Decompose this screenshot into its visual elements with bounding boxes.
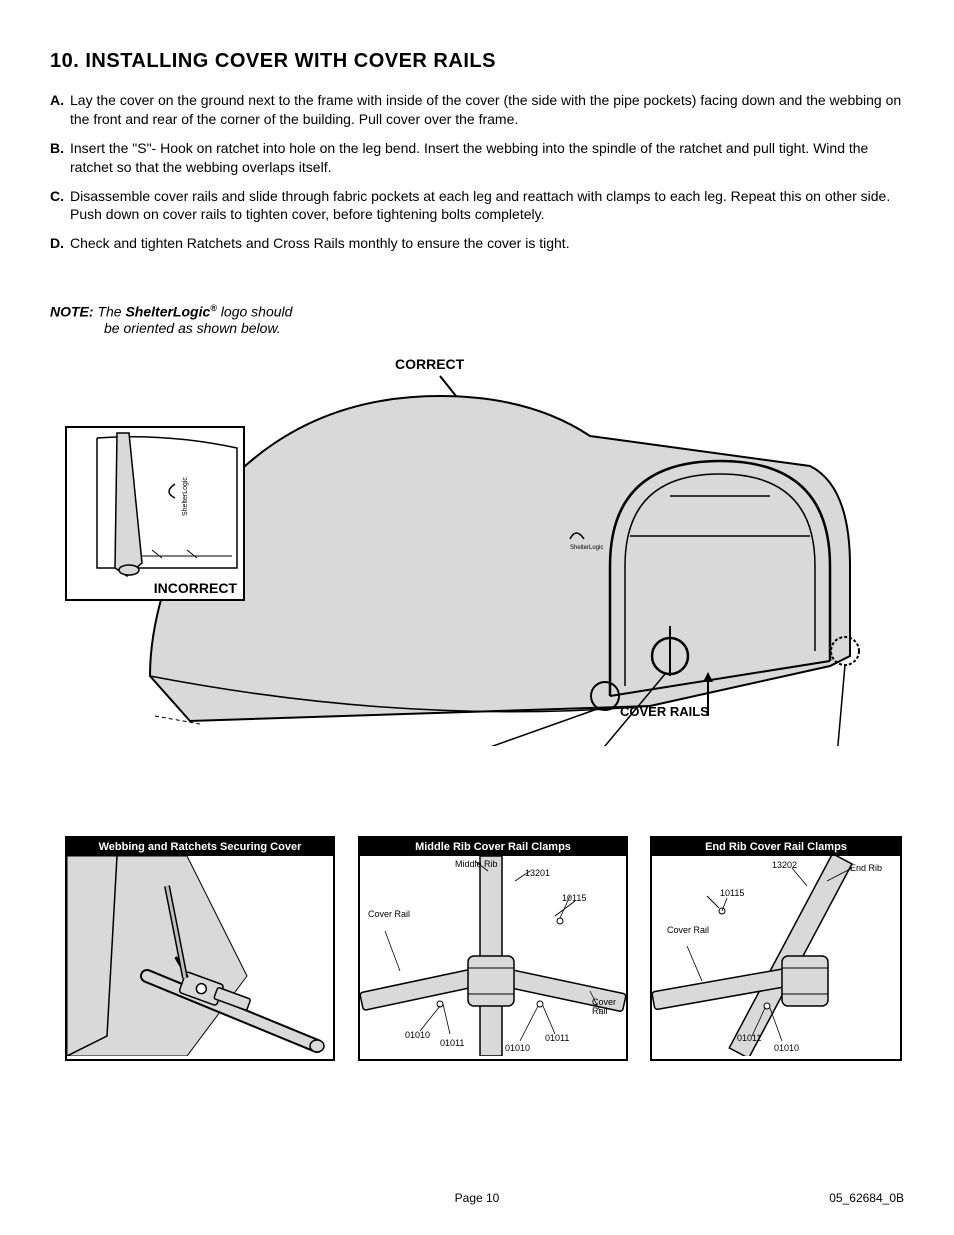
part-label: 01011 xyxy=(545,1033,569,1043)
step-text: Check and tighten Ratchets and Cross Rai… xyxy=(70,235,570,251)
end-rib-title: End Rib Cover Rail Clamps xyxy=(652,838,900,856)
note-prefix: NOTE: xyxy=(50,304,94,320)
middle-rib-detail: Middle Rib Cover Rail Clamps xyxy=(358,836,628,1061)
step-c: C. Disassemble cover rails and slide thr… xyxy=(50,187,904,225)
part-label: 01010 xyxy=(774,1043,799,1053)
part-label: 01011 xyxy=(440,1038,464,1048)
step-text: Disassemble cover rails and slide throug… xyxy=(70,188,890,223)
doc-id: 05_62684_0B xyxy=(829,1191,904,1205)
incorrect-illustration: ShelterLogic xyxy=(67,428,243,578)
step-b: B. Insert the "S"- Hook on ratchet into … xyxy=(50,139,904,177)
webbing-illustration xyxy=(67,856,333,1056)
part-label: 01010 xyxy=(505,1043,530,1053)
step-d: D. Check and tighten Ratchets and Cross … xyxy=(50,234,904,253)
note: NOTE: The ShelterLogic® logo should be o… xyxy=(50,303,904,336)
step-letter: C. xyxy=(50,187,64,206)
webbing-title: Webbing and Ratchets Securing Cover xyxy=(67,838,333,856)
svg-text:ShelterLogic: ShelterLogic xyxy=(570,545,603,551)
steps-list: A. Lay the cover on the ground next to t… xyxy=(50,91,904,253)
middle-rib-title: Middle Rib Cover Rail Clamps xyxy=(360,838,626,856)
note-text2: be oriented as shown below. xyxy=(50,320,281,336)
part-label: Cover Rail xyxy=(368,910,410,919)
part-label: 13201 xyxy=(525,868,550,878)
webbing-detail: Webbing and Ratchets Securing Cover xyxy=(65,836,335,1061)
part-label: Cover Rail xyxy=(667,926,709,935)
part-label: 01010 xyxy=(405,1030,430,1040)
part-label: 01011 xyxy=(737,1033,761,1043)
step-letter: A. xyxy=(50,91,64,110)
end-rib-illustration xyxy=(652,856,900,1056)
end-rib-detail: End Rib Cover Rail Clamps xyxy=(650,836,902,1061)
step-a: A. Lay the cover on the ground next to t… xyxy=(50,91,904,129)
part-label: 13202 xyxy=(772,860,797,870)
step-letter: D. xyxy=(50,234,64,253)
footer: Page 10 05_62684_0B xyxy=(50,1191,904,1205)
incorrect-inset: ShelterLogic INCORRECT xyxy=(65,426,245,601)
step-letter: B. xyxy=(50,139,64,158)
svg-text:ShelterLogic: ShelterLogic xyxy=(182,476,189,515)
cover-rails-label: COVER RAILS xyxy=(620,704,709,719)
incorrect-label: INCORRECT xyxy=(67,578,243,598)
page-number: Page 10 xyxy=(455,1191,500,1205)
step-text: Insert the "S"- Hook on ratchet into hol… xyxy=(70,140,868,175)
note-brand: ShelterLogic xyxy=(125,304,210,320)
step-text: Lay the cover on the ground next to the … xyxy=(70,92,901,127)
note-reg: ® xyxy=(210,303,217,313)
middle-rib-illustration xyxy=(360,856,626,1056)
part-label: 10115 xyxy=(562,893,586,903)
section-title: 10. Installing Cover with Cover Rails xyxy=(50,50,904,73)
diagram-area: CORRECT ShelterLogic xyxy=(50,346,904,1066)
part-label: Middle Rib xyxy=(455,860,498,869)
part-label: Cover Rail xyxy=(592,998,626,1016)
note-text: The xyxy=(97,304,125,320)
part-label: End Rib xyxy=(850,863,882,873)
part-label: 10115 xyxy=(720,888,744,898)
note-text1: logo should xyxy=(217,304,293,320)
